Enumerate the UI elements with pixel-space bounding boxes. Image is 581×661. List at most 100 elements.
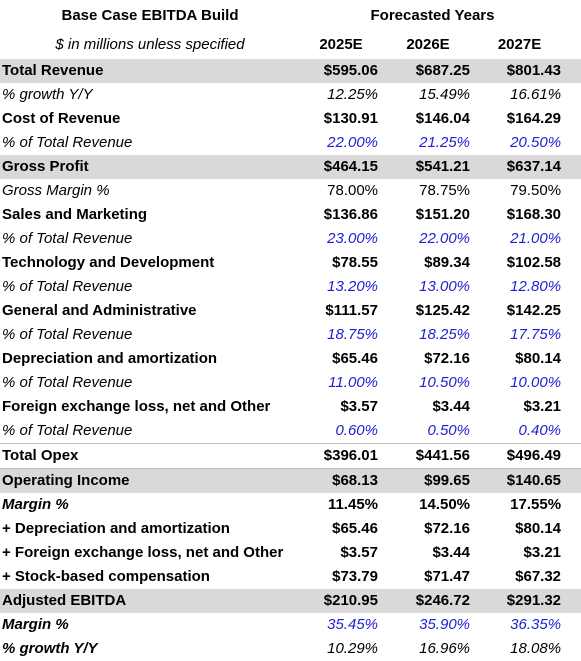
- year: 2025E: [319, 36, 363, 53]
- blank: [565, 613, 581, 637]
- table-row: % growth Y/Y 10.29% 16.96% 18.08%: [0, 637, 581, 661]
- row-label: % of Total Revenue: [2, 230, 133, 247]
- cell-value: $78.55: [332, 254, 378, 271]
- cell-value: $80.14: [515, 520, 562, 537]
- cell-value: 13.20%: [327, 278, 378, 295]
- blank: [565, 347, 581, 371]
- row-label: Total Revenue: [0, 59, 300, 83]
- row-label: + Foreign exchange loss, net and Other: [2, 544, 284, 561]
- cell-value: 0.50%: [427, 422, 470, 439]
- blank: [565, 443, 581, 469]
- cell-value: 35.90%: [419, 616, 470, 633]
- row-label: General and Administrative: [2, 302, 197, 319]
- cell-value: 18.75%: [327, 326, 378, 343]
- blank: [565, 565, 581, 589]
- cell-value: 0.40%: [518, 422, 562, 439]
- cell-value: $3.57: [340, 544, 378, 561]
- row-label: % of Total Revenue: [2, 374, 133, 391]
- cell-value: $102.58: [506, 254, 562, 271]
- row-label: + Depreciation and amortization: [2, 520, 230, 537]
- cell-value: $291.32: [474, 589, 566, 613]
- cell-value: $125.42: [415, 302, 470, 319]
- cell-value: 18.25%: [419, 326, 470, 343]
- cell-value: 78.00%: [327, 182, 378, 199]
- subtitle: $ in millions unless specified: [55, 36, 245, 53]
- blank: [565, 107, 581, 131]
- cell-value: 21.25%: [419, 134, 470, 151]
- cell-value: $99.65: [382, 468, 474, 493]
- table-row: Technology and Development $78.55 $89.34 $1…: [0, 251, 581, 275]
- cell-value: 12.25%: [327, 86, 378, 103]
- row-label: Margin %: [2, 496, 69, 513]
- cell-value: $89.34: [424, 254, 470, 271]
- cell-value: 10.29%: [327, 640, 378, 657]
- cell-value: 21.00%: [510, 230, 562, 247]
- table-row: % growth Y/Y 12.25% 15.49% 16.61%: [0, 83, 581, 107]
- cell-value: 10.00%: [510, 374, 562, 391]
- cell-value: $72.16: [424, 350, 470, 367]
- cell-value: $3.21: [523, 544, 562, 561]
- cell-value: 23.00%: [327, 230, 378, 247]
- row-label: Total Opex: [0, 443, 300, 469]
- cell-value: 0.60%: [335, 422, 378, 439]
- cell-value: $637.14: [474, 155, 566, 179]
- blank: [565, 131, 581, 155]
- row-label: Adjusted EBITDA: [0, 589, 300, 613]
- row-label: Operating Income: [0, 468, 300, 493]
- header-row: Base Case EBITDA Build Forecasted Years: [0, 0, 581, 31]
- row-label: % growth Y/Y: [2, 640, 98, 657]
- table-row: Gross Profit $464.15 $541.21 $637.14: [0, 155, 581, 179]
- table-row: Foreign exchange loss, net and Other $3.5…: [0, 395, 581, 419]
- cell-value: $146.04: [415, 110, 470, 127]
- cell-value: $130.91: [323, 110, 378, 127]
- cell-value: 14.50%: [419, 496, 470, 513]
- cell-value: $496.49: [474, 443, 566, 469]
- blank: [565, 59, 581, 83]
- cell-value: $3.21: [523, 398, 562, 415]
- row-label: Margin %: [2, 616, 69, 633]
- cell-value: $142.25: [506, 302, 562, 319]
- cell-value: $80.14: [515, 350, 562, 367]
- cell-value: $801.43: [474, 59, 566, 83]
- row-label: Sales and Marketing: [2, 206, 148, 223]
- table-row: + Stock-based compensation $73.79 $71.47 $6…: [0, 565, 581, 589]
- cell-value: 11.00%: [328, 374, 378, 391]
- blank: [565, 395, 581, 419]
- table-row: % of Total Revenue 11.00% 10.50% 10.00%: [0, 371, 581, 395]
- cell-value: 78.75%: [419, 182, 470, 199]
- cell-value: $3.57: [340, 398, 378, 415]
- blank: [565, 371, 581, 395]
- row-label: Gross Margin %: [2, 182, 110, 199]
- table-row: General and Administrative $111.57 $125.42…: [0, 299, 581, 323]
- cell-value: $136.86: [323, 206, 378, 223]
- cell-value: $73.79: [332, 568, 378, 585]
- year: 2027E: [497, 36, 542, 53]
- cell-value: 22.00%: [419, 230, 470, 247]
- cell-value: $168.30: [506, 206, 562, 223]
- table-row: % of Total Revenue 22.00% 21.25% 20.50%: [0, 131, 581, 155]
- cell-value: $396.01: [300, 443, 382, 469]
- cell-value: $164.29: [506, 110, 562, 127]
- cell-value: $65.46: [332, 520, 378, 537]
- cell-value: $541.21: [382, 155, 474, 179]
- table-row: Operating Income $68.13 $99.65 $140.65: [0, 468, 581, 493]
- row-label: % of Total Revenue: [2, 326, 133, 343]
- group-label: Forecasted Years: [370, 7, 495, 24]
- cell-value: $72.16: [424, 520, 470, 537]
- row-label: Foreign exchange loss, net and Other: [2, 398, 271, 415]
- blank: [565, 155, 581, 179]
- year: 2026E: [406, 36, 450, 53]
- table-row: Gross Margin % 78.00% 78.75% 79.50%: [0, 179, 581, 203]
- blank: [565, 31, 581, 59]
- row-label: Depreciation and amortization: [2, 350, 218, 367]
- blank: [565, 203, 581, 227]
- blank: [565, 179, 581, 203]
- row-label: % growth Y/Y: [2, 86, 93, 103]
- row-label: Gross Profit: [0, 155, 300, 179]
- blank: [565, 589, 581, 613]
- header-row: $ in millions unless specified 2025E 202…: [0, 31, 581, 59]
- cell-value: 11.45%: [327, 496, 378, 513]
- table-row: Total Opex $396.01 $441.56 $496.49: [0, 443, 581, 469]
- table-row: Adjusted EBITDA $210.95 $246.72 $291.32: [0, 589, 581, 613]
- cell-value: $210.95: [300, 589, 382, 613]
